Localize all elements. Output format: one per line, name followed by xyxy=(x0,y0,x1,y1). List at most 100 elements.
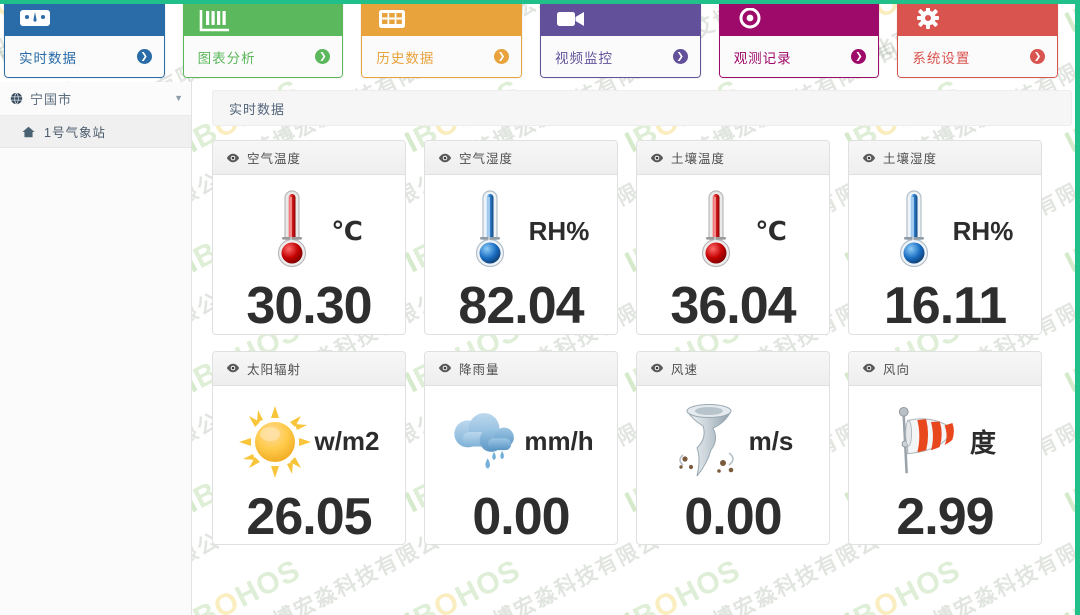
metric-card-body: 度 2.99 xyxy=(849,386,1041,545)
rain-cloud-icon xyxy=(448,397,522,487)
metric-icon-unit-row: RH% xyxy=(425,185,617,277)
nav-card-banner xyxy=(897,0,1059,38)
nav-card-banner xyxy=(4,0,165,36)
main-content: 实时数据 空气温度 ℃ 30.30 空气湿度 RH% 82.04 土壤温度 ℃ 36.04 土壤湿… xyxy=(192,82,1080,615)
sidebar-region-header[interactable]: 宁国市 ▼ xyxy=(0,82,191,116)
metric-unit: 度 xyxy=(969,428,996,459)
metric-card-grid: 空气温度 ℃ 30.30 空气湿度 RH% 82.04 土壤温度 ℃ 36.04 土壤湿度 RH% 1… xyxy=(212,140,1072,546)
sidebar-item-label: 1号气象站 xyxy=(44,126,106,140)
metric-card-row: 太阳辐射 w/m2 26.05 降雨量 mm/h 0.00 风速 m/s 0.00 风向度 2.99 xyxy=(212,350,1072,546)
metric-card: 风速 m/s 0.00 xyxy=(636,350,830,546)
nav-card-label: 实时数据 xyxy=(19,50,77,66)
gauge-icon xyxy=(18,8,52,38)
chevron-right-icon[interactable]: ❯ xyxy=(315,49,331,64)
metric-card: 空气温度 ℃ 30.30 xyxy=(212,140,406,335)
nav-card-label: 观测记录 xyxy=(733,50,792,66)
eye-icon xyxy=(862,363,876,373)
nav-card-banner xyxy=(718,0,880,38)
metric-card-header: 风速 xyxy=(637,351,829,386)
chevron-right-icon[interactable]: ❯ xyxy=(1030,49,1046,64)
nav-card-label: 系统设置 xyxy=(912,50,971,66)
chevron-right-icon[interactable]: ❯ xyxy=(851,49,867,64)
metric-icon-unit-row: ℃ xyxy=(213,185,405,277)
nav-card-3[interactable]: 历史数据 ❯ xyxy=(361,0,523,78)
metric-value: 0.00 xyxy=(472,487,570,546)
eye-icon xyxy=(650,363,664,373)
metric-value: 2.99 xyxy=(896,487,994,546)
nav-card-4[interactable]: 视频监控 ❯ xyxy=(540,0,701,78)
chevron-right-icon[interactable]: ❯ xyxy=(494,49,510,64)
sidebar-region-label: 宁国市 xyxy=(30,92,73,107)
right-accent-bar xyxy=(1075,0,1080,615)
nav-card-footer[interactable]: 视频监控 ❯ xyxy=(540,36,701,78)
metric-card: 土壤温度 ℃ 36.04 xyxy=(636,140,830,335)
top-accent-bar xyxy=(0,0,1080,4)
nav-card-label: 视频监控 xyxy=(555,50,614,66)
record-circle-icon xyxy=(733,7,767,38)
metric-card-header: 空气湿度 xyxy=(425,141,617,175)
metric-card: 土壤湿度 RH% 16.11 xyxy=(848,140,1042,335)
metric-card: 太阳辐射 w/m2 26.05 xyxy=(212,350,406,546)
sun-icon xyxy=(238,397,312,487)
metric-card-body: m/s 0.00 xyxy=(637,386,829,545)
metric-card-title: 风向 xyxy=(883,362,911,377)
metric-card-body: w/m2 26.05 xyxy=(213,386,405,545)
content-header: 实时数据 xyxy=(212,90,1072,126)
eye-icon xyxy=(438,153,452,162)
video-camera-icon xyxy=(554,8,588,38)
nav-card-banner xyxy=(182,0,344,36)
metric-value: 0.00 xyxy=(684,487,782,546)
nav-card-label: 图表分析 xyxy=(197,50,256,66)
metric-unit: w/m2 xyxy=(314,426,380,457)
nav-card-2[interactable]: 图表分析 ❯ xyxy=(182,0,344,78)
metric-value: 26.05 xyxy=(246,487,372,546)
metric-value: 36.04 xyxy=(670,277,796,335)
metric-icon-unit-row: RH% xyxy=(849,185,1041,277)
metric-card-header: 风向 xyxy=(849,351,1041,386)
nav-card-5[interactable]: 观测记录 ❯ xyxy=(718,0,880,78)
nav-card-label: 历史数据 xyxy=(376,50,435,66)
metric-card-body: RH% 16.11 xyxy=(849,175,1041,334)
chevron-down-icon[interactable]: ▼ xyxy=(174,93,183,103)
eye-icon xyxy=(226,363,240,373)
metric-card-title: 风速 xyxy=(671,362,699,377)
top-navigation: 实时数据 ❯ 图表分析 ❯ 历史数据 ❯ 视频监控 ❯ 观测记录 ❯ 系统设置 ❯ xyxy=(0,0,1080,78)
metric-unit: mm/h xyxy=(524,426,594,457)
windsock-icon xyxy=(894,397,968,487)
eye-icon xyxy=(650,153,664,162)
metric-card-title: 降雨量 xyxy=(459,362,500,377)
chevron-right-icon[interactable]: ❯ xyxy=(672,49,688,64)
nav-card-footer[interactable]: 图表分析 ❯ xyxy=(182,36,344,78)
metric-card: 空气湿度 RH% 82.04 xyxy=(424,140,618,335)
eye-icon xyxy=(438,363,452,373)
gear-icon xyxy=(911,7,945,38)
nav-card-6[interactable]: 系统设置 ❯ xyxy=(897,0,1059,78)
metric-card: 风向度 2.99 xyxy=(848,350,1042,546)
metric-icon-unit-row: m/s xyxy=(637,396,829,488)
globe-icon xyxy=(10,92,23,105)
sidebar-item-station[interactable]: 1号气象站 xyxy=(0,116,191,148)
metric-icon-unit-row: 度 xyxy=(849,396,1041,488)
metric-card-body: RH% 82.04 xyxy=(425,175,617,334)
metric-icon-unit-row: w/m2 xyxy=(213,396,405,488)
nav-card-footer[interactable]: 实时数据 ❯ xyxy=(4,36,165,78)
nav-card-banner xyxy=(361,0,523,36)
eye-icon xyxy=(862,153,876,162)
metric-unit: RH% xyxy=(952,215,1014,246)
metric-unit: ℃ xyxy=(755,215,787,246)
metric-card-header: 土壤温度 xyxy=(637,141,829,175)
page-title: 实时数据 xyxy=(229,101,286,117)
metric-card-title: 土壤温度 xyxy=(671,152,726,166)
thermometer-blue-icon xyxy=(877,186,951,276)
nav-card-1[interactable]: 实时数据 ❯ xyxy=(4,0,165,78)
metric-unit: m/s xyxy=(748,426,794,457)
metric-unit: RH% xyxy=(528,215,590,246)
metric-card-title: 太阳辐射 xyxy=(247,362,302,377)
eye-icon xyxy=(226,153,240,162)
nav-card-footer[interactable]: 历史数据 ❯ xyxy=(361,36,523,78)
metric-card-header: 降雨量 xyxy=(425,351,617,386)
sidebar: 宁国市 ▼ 1号气象站 xyxy=(0,82,192,615)
nav-card-footer[interactable]: 观测记录 ❯ xyxy=(718,36,880,78)
nav-card-footer[interactable]: 系统设置 ❯ xyxy=(897,36,1059,78)
chevron-right-icon[interactable]: ❯ xyxy=(136,49,152,64)
